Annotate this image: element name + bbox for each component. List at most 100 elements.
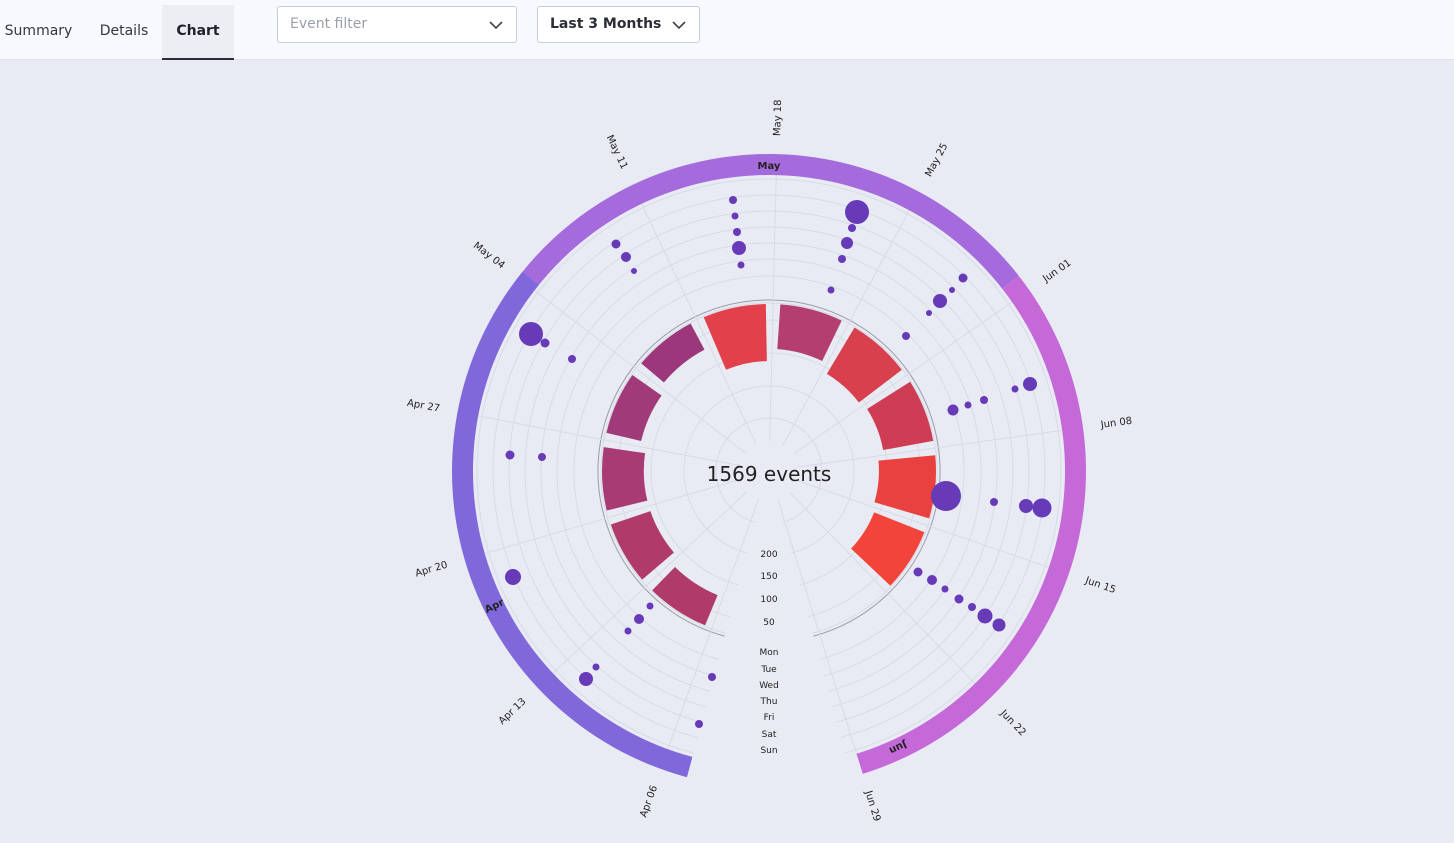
event-dot[interactable]: [731, 212, 739, 220]
week-bar[interactable]: [652, 567, 718, 626]
event-dot[interactable]: [845, 200, 869, 224]
event-dot[interactable]: [624, 627, 632, 635]
week-bar[interactable]: [867, 381, 934, 451]
week-spoke: [793, 299, 1016, 455]
event-dot[interactable]: [695, 720, 703, 728]
event-dot[interactable]: [841, 237, 853, 249]
event-dot[interactable]: [947, 404, 959, 416]
event-dot[interactable]: [949, 287, 955, 293]
event-dot[interactable]: [848, 224, 856, 232]
date-range-value: Last 3 Months: [550, 16, 662, 32]
event-dot[interactable]: [964, 401, 972, 409]
event-dot[interactable]: [990, 498, 998, 506]
week-label: Jun 22: [997, 707, 1028, 738]
tab-summary[interactable]: Summary: [4, 23, 73, 39]
event-dot[interactable]: [737, 261, 745, 269]
event-dot[interactable]: [568, 355, 576, 363]
week-label: May 18: [772, 99, 784, 136]
week-spoke: [665, 499, 760, 754]
week-bar[interactable]: [641, 323, 705, 383]
week-spoke: [777, 499, 859, 758]
week-bar[interactable]: [826, 327, 902, 403]
event-dot[interactable]: [1032, 498, 1052, 518]
top-bar: Summary Details Chart Event filter Last …: [0, 0, 1454, 60]
event-dot[interactable]: [931, 481, 961, 511]
value-tick-label: 100: [760, 595, 777, 605]
event-dot[interactable]: [933, 294, 947, 308]
event-dot[interactable]: [927, 575, 937, 585]
event-dot[interactable]: [733, 228, 741, 236]
event-dot[interactable]: [902, 332, 910, 340]
event-dot[interactable]: [1019, 499, 1033, 513]
event-dot[interactable]: [634, 614, 644, 624]
event-dot[interactable]: [505, 569, 521, 585]
event-dot[interactable]: [954, 594, 964, 604]
value-tick-label: 50: [763, 618, 775, 628]
tab-details[interactable]: Details: [99, 23, 149, 39]
event-dot[interactable]: [519, 322, 543, 346]
week-label: May 04: [471, 240, 507, 271]
event-filter-dropdown[interactable]: Event filter: [277, 6, 517, 43]
week-label: Apr 06: [638, 784, 660, 819]
date-range-dropdown[interactable]: Last 3 Months: [537, 6, 700, 43]
weekday-ring: [524, 226, 1014, 708]
event-dot[interactable]: [729, 196, 737, 204]
weekday-label: Sat: [762, 730, 777, 740]
event-dot[interactable]: [540, 338, 550, 348]
event-dot[interactable]: [958, 273, 968, 283]
event-dot[interactable]: [708, 673, 716, 681]
week-label: Jun 15: [1083, 575, 1117, 596]
week-spoke: [769, 171, 777, 442]
event-dot[interactable]: [732, 241, 746, 255]
week-bar[interactable]: [606, 374, 662, 442]
event-dot[interactable]: [505, 450, 515, 460]
event-dot[interactable]: [579, 672, 593, 686]
event-dot[interactable]: [621, 252, 631, 262]
weekday-ring: [476, 178, 1062, 754]
event-dot[interactable]: [646, 602, 654, 610]
month-band: [451, 271, 693, 778]
week-spoke: [480, 478, 741, 556]
week-label: Apr 13: [497, 696, 529, 727]
value-tick-label: 200: [760, 550, 777, 560]
total-events-label: 1569 events: [707, 462, 832, 486]
week-bar[interactable]: [851, 512, 925, 586]
week-bar[interactable]: [874, 455, 936, 519]
weekday-ring: [573, 275, 965, 660]
chevron-down-icon: [672, 21, 686, 30]
tab-chart[interactable]: Chart: [162, 5, 234, 60]
weekday-label: Wed: [759, 681, 779, 691]
event-dot[interactable]: [838, 255, 846, 263]
week-label: Jun 01: [1040, 258, 1073, 286]
event-dot[interactable]: [538, 453, 546, 461]
event-dot[interactable]: [827, 286, 835, 294]
event-dot[interactable]: [977, 608, 993, 624]
value-gridline: [683, 385, 855, 554]
week-spoke: [549, 491, 748, 677]
event-dot[interactable]: [968, 603, 976, 611]
week-bar[interactable]: [610, 511, 674, 580]
weekday-label: Fri: [764, 713, 775, 723]
week-label: Apr 20: [414, 560, 449, 580]
week-spoke: [639, 200, 757, 445]
event-dot[interactable]: [631, 268, 637, 274]
event-dot[interactable]: [1011, 385, 1019, 393]
event-dot[interactable]: [913, 567, 923, 577]
event-dot[interactable]: [926, 310, 932, 316]
event-dot[interactable]: [1023, 377, 1037, 391]
event-dot[interactable]: [992, 618, 1006, 632]
weekday-ring: [540, 242, 998, 692]
event-dot[interactable]: [980, 396, 988, 404]
event-dot[interactable]: [592, 663, 600, 671]
event-dot[interactable]: [611, 239, 621, 249]
week-label: Apr 27: [406, 398, 441, 415]
weekday-label: Thu: [760, 697, 778, 707]
event-dot[interactable]: [941, 585, 949, 593]
week-bar[interactable]: [703, 304, 767, 370]
week-label: Jun 29: [862, 789, 882, 823]
week-label: May 11: [604, 133, 630, 171]
week-bar[interactable]: [777, 304, 842, 362]
weekday-ring: [556, 258, 982, 677]
month-label: May: [758, 161, 781, 172]
week-bar[interactable]: [602, 447, 648, 511]
